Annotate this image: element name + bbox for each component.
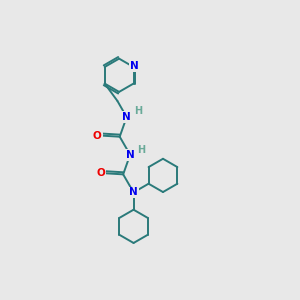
Text: O: O <box>96 168 105 178</box>
Text: N: N <box>129 188 138 197</box>
Text: N: N <box>126 150 134 160</box>
Text: N: N <box>130 61 139 71</box>
Text: N: N <box>122 112 131 122</box>
Text: O: O <box>93 130 102 141</box>
Text: H: H <box>134 106 142 116</box>
Text: H: H <box>138 145 146 155</box>
